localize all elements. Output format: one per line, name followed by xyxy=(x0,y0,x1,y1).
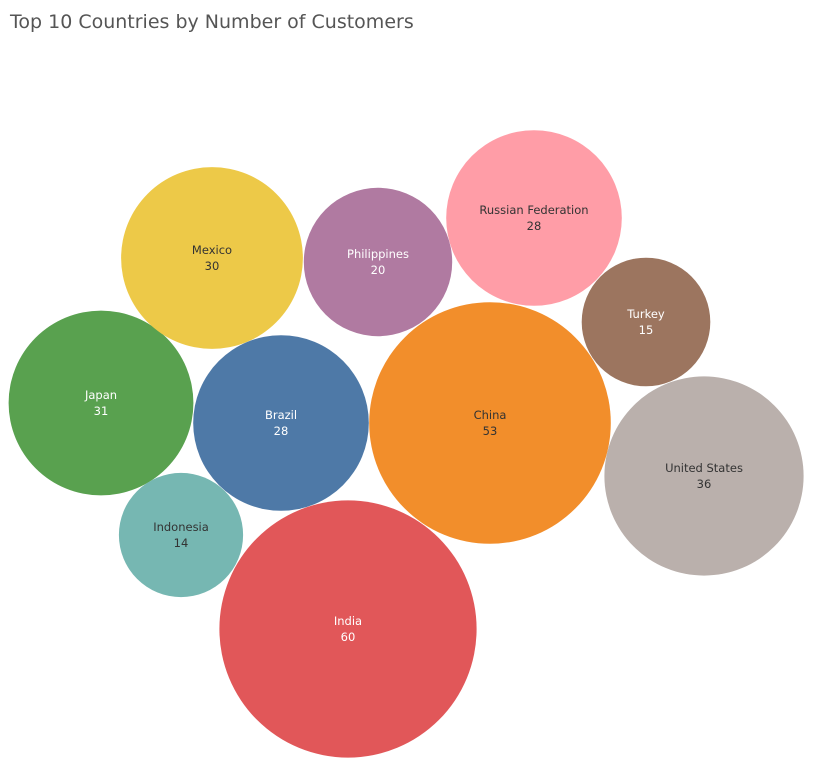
bubble-indonesia[interactable]: Indonesia 14 xyxy=(118,472,244,598)
bubble-value: 14 xyxy=(174,536,189,550)
bubble-circle[interactable] xyxy=(193,335,369,511)
bubble-india[interactable]: India 60 xyxy=(219,500,477,758)
bubble-label: Philippines xyxy=(347,247,409,261)
bubble-brazil[interactable]: Brazil 28 xyxy=(193,335,369,511)
bubble-label: Brazil xyxy=(265,408,297,422)
chart-title: Top 10 Countries by Number of Customers xyxy=(10,11,414,33)
bubble-japan[interactable]: Japan 31 xyxy=(8,310,194,496)
bubble-value: 53 xyxy=(483,424,498,438)
bubble-label: India xyxy=(334,614,362,628)
bubble-label: China xyxy=(474,408,507,422)
bubble-label: Indonesia xyxy=(153,520,209,534)
bubble-value: 31 xyxy=(94,404,109,418)
bubble-value: 60 xyxy=(341,630,356,644)
bubble-value: 28 xyxy=(527,219,542,233)
bubble-label: Mexico xyxy=(192,243,232,257)
bubble-value: 30 xyxy=(205,259,220,273)
bubble-label: United States xyxy=(665,461,743,475)
bubble-label: Japan xyxy=(84,388,117,402)
bubble-circle[interactable] xyxy=(446,130,622,306)
bubble-russian-federation[interactable]: Russian Federation 28 xyxy=(446,130,622,306)
bubble-united-states[interactable]: United States 36 xyxy=(604,376,804,576)
bubble-circle[interactable] xyxy=(8,310,194,496)
bubble-value: 36 xyxy=(697,477,712,491)
bubble-circle[interactable] xyxy=(303,187,453,337)
bubble-label: Russian Federation xyxy=(479,203,588,217)
bubble-label: Turkey xyxy=(626,307,665,321)
bubble-turkey[interactable]: Turkey 15 xyxy=(581,257,711,387)
bubble-mexico[interactable]: Mexico 30 xyxy=(121,167,303,349)
bubble-circle[interactable] xyxy=(121,167,303,349)
bubble-value: 20 xyxy=(371,263,386,277)
bubble-china[interactable]: China 53 xyxy=(369,302,611,544)
bubble-value: 15 xyxy=(639,323,654,337)
bubble-circle[interactable] xyxy=(369,302,611,544)
bubble-value: 28 xyxy=(274,424,289,438)
bubble-circle[interactable] xyxy=(118,472,244,598)
bubble-circle[interactable] xyxy=(581,257,711,387)
bubble-circle[interactable] xyxy=(604,376,804,576)
bubble-circle[interactable] xyxy=(219,500,477,758)
bubble-philippines[interactable]: Philippines 20 xyxy=(303,187,453,337)
